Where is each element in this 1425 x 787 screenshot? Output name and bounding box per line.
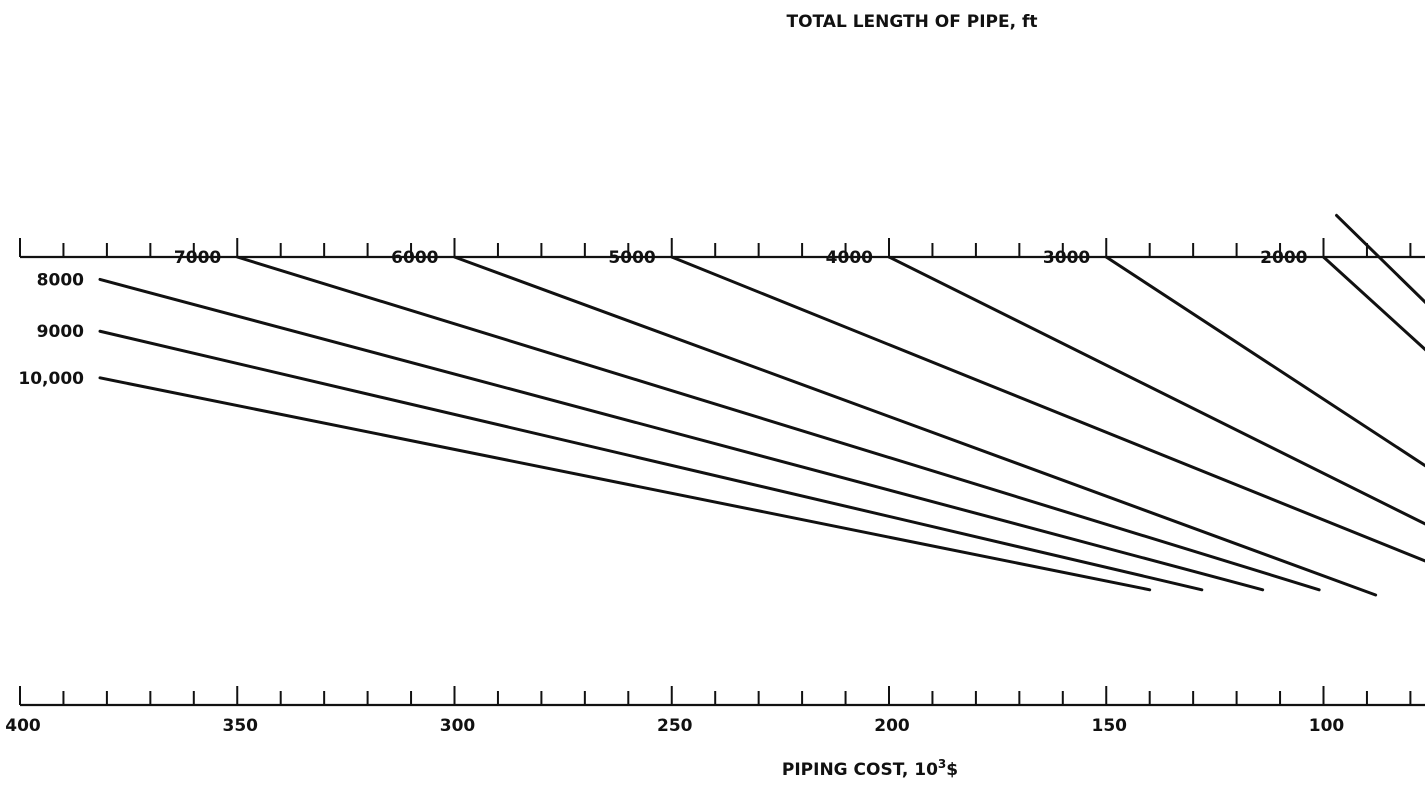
- x-tick-label-150: 150: [1092, 716, 1128, 736]
- bottom-axis: 400 350 300 250 200 150 100: [5, 686, 1425, 736]
- bottom-title-sup: 3: [938, 757, 946, 771]
- series-label-9000: 9000: [37, 322, 84, 342]
- bottom-title-suffix: $: [946, 760, 958, 780]
- series-line-2000: [1322, 255, 1425, 352]
- x-tick-label-200: 200: [874, 716, 910, 736]
- series-line-9000: [98, 329, 1204, 592]
- series-line-6000: [453, 255, 1378, 597]
- x-tick-label-100: 100: [1309, 716, 1345, 736]
- x-tick-label-350: 350: [223, 716, 259, 736]
- series-line-5000: [670, 255, 1425, 563]
- x-tick-label-400: 400: [5, 716, 41, 736]
- bottom-title: PIPING COST, 103$: [782, 757, 958, 780]
- series-line-4000: [887, 255, 1425, 526]
- series-line-3000: [1104, 255, 1425, 468]
- series-label-8000: 8000: [37, 270, 84, 290]
- series-lines: [98, 213, 1425, 597]
- series-line-10000: [98, 376, 1152, 592]
- middle-axis: [19, 238, 1425, 259]
- series-label-10000: 10,000: [18, 369, 84, 389]
- series-line-7000: [235, 255, 1321, 592]
- top-title: TOTAL LENGTH OF PIPE, ft: [786, 12, 1037, 32]
- x-tick-label-300: 300: [440, 716, 476, 736]
- extra-line: [1335, 213, 1425, 305]
- bottom-title-prefix: PIPING COST, 10: [782, 760, 938, 780]
- series-line-8000: [98, 277, 1265, 592]
- x-tick-label-250: 250: [657, 716, 693, 736]
